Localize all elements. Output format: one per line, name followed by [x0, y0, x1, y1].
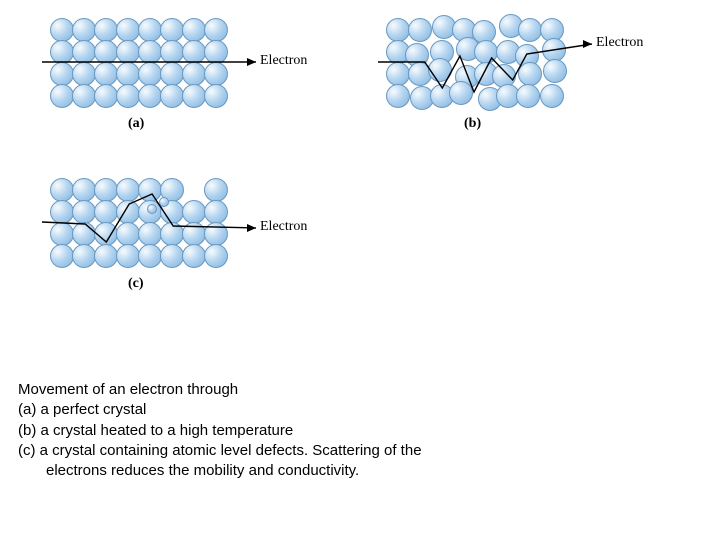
- atom: [160, 18, 184, 42]
- atom: [138, 244, 162, 268]
- atom: [428, 58, 452, 82]
- atom: [204, 18, 228, 42]
- atom: [204, 62, 228, 86]
- atom: [182, 18, 206, 42]
- atom: [72, 244, 96, 268]
- atom: [182, 40, 206, 64]
- atom: [204, 244, 228, 268]
- atom: [138, 178, 162, 202]
- atom: [94, 18, 118, 42]
- panel-label: (c): [128, 276, 144, 292]
- atom: [182, 244, 206, 268]
- atom: [516, 84, 540, 108]
- atom: [50, 244, 74, 268]
- atom: [94, 62, 118, 86]
- atom: [116, 178, 140, 202]
- caption-cont: electrons reduces the mobility and condu…: [18, 461, 422, 481]
- atom: [72, 84, 96, 108]
- atom: [204, 222, 228, 246]
- caption-block: Movement of an electron through (a) a pe…: [18, 380, 422, 481]
- caption-item-a: (a) a perfect crystal: [18, 400, 422, 420]
- atom: [94, 178, 118, 202]
- atom: [116, 244, 140, 268]
- atom: [386, 62, 410, 86]
- atom: [94, 222, 118, 246]
- atom: [138, 84, 162, 108]
- atom: [94, 244, 118, 268]
- atom: [72, 40, 96, 64]
- atom: [94, 84, 118, 108]
- atom: [94, 200, 118, 224]
- atom: [204, 40, 228, 64]
- atom: [116, 200, 140, 224]
- atom: [50, 18, 74, 42]
- atom: [204, 200, 228, 224]
- atom: [204, 84, 228, 108]
- panel-c: Electron(c): [50, 178, 226, 266]
- atom: [182, 200, 206, 224]
- atom: [138, 18, 162, 42]
- electron-label: Electron: [260, 219, 307, 235]
- atom: [518, 62, 542, 86]
- atom: [182, 62, 206, 86]
- atom: [204, 178, 228, 202]
- atom: [50, 200, 74, 224]
- atom: [518, 18, 542, 42]
- atom: [138, 62, 162, 86]
- atom: [72, 178, 96, 202]
- atom: [160, 244, 184, 268]
- atom: [182, 222, 206, 246]
- atom: [116, 18, 140, 42]
- panel-a: Electron(a): [50, 18, 226, 106]
- atom: [50, 40, 74, 64]
- atom: [160, 40, 184, 64]
- atom: [72, 62, 96, 86]
- atom: [449, 81, 473, 105]
- atom: [72, 18, 96, 42]
- atom: [50, 222, 74, 246]
- panel-b: Electron(b): [386, 18, 562, 106]
- atom: [94, 40, 118, 64]
- panel-label: (b): [464, 116, 481, 132]
- atom: [116, 40, 140, 64]
- diagram-area: Electron(a) Electron(b) Electron(c): [0, 0, 720, 370]
- atom: [160, 222, 184, 246]
- atom: [116, 84, 140, 108]
- caption-item-b: (b) a crystal heated to a high temperatu…: [18, 421, 422, 441]
- atom: [543, 59, 567, 83]
- atom: [540, 84, 564, 108]
- caption-intro: Movement of an electron through: [18, 380, 422, 400]
- atom: [474, 40, 498, 64]
- atom: [72, 200, 96, 224]
- atom: [386, 18, 410, 42]
- atom: [138, 40, 162, 64]
- atom: [50, 62, 74, 86]
- atom: [182, 84, 206, 108]
- atom: [138, 222, 162, 246]
- panel-label: (a): [128, 116, 144, 132]
- electron-label: Electron: [260, 53, 307, 69]
- atom: [408, 18, 432, 42]
- atom: [50, 178, 74, 202]
- atom: [160, 62, 184, 86]
- atom: [386, 84, 410, 108]
- atom: [72, 222, 96, 246]
- atom: [116, 222, 140, 246]
- atom: [116, 62, 140, 86]
- electron-label: Electron: [596, 35, 643, 51]
- atom: [50, 84, 74, 108]
- atom: [160, 84, 184, 108]
- caption-item-c: (c) a crystal containing atomic level de…: [18, 441, 422, 461]
